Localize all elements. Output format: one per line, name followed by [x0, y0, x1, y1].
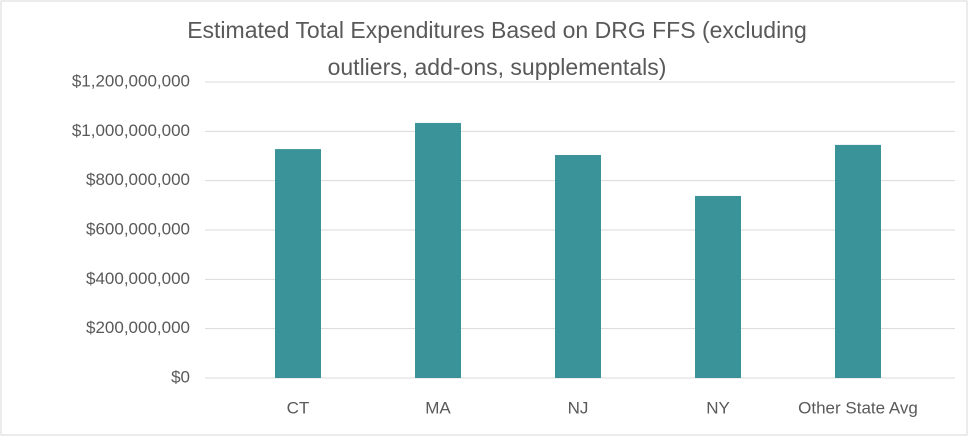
y-tick-label: $0	[171, 367, 190, 386]
y-tick-label: $800,000,000	[86, 170, 190, 189]
x-tick-label: NY	[706, 398, 730, 417]
bar	[555, 155, 601, 378]
x-tick-label: MA	[425, 398, 451, 417]
y-tick-label: $200,000,000	[86, 318, 190, 337]
y-tick-label: $1,200,000,000	[72, 71, 190, 90]
bar	[275, 149, 321, 378]
chart-title: Estimated Total Expenditures Based on DR…	[187, 17, 807, 43]
bar	[415, 122, 461, 379]
bar	[835, 144, 881, 378]
x-tick-label: NJ	[568, 398, 589, 417]
y-tick-label: $1,000,000,000	[72, 121, 190, 140]
x-tick-label: CT	[287, 398, 310, 417]
y-tick-label: $400,000,000	[86, 269, 190, 288]
y-tick-label: $600,000,000	[86, 219, 190, 238]
chart-title: outliers, add-ons, supplementals)	[328, 54, 667, 80]
bar	[695, 195, 741, 378]
x-tick-label: Other State Avg	[798, 398, 918, 417]
